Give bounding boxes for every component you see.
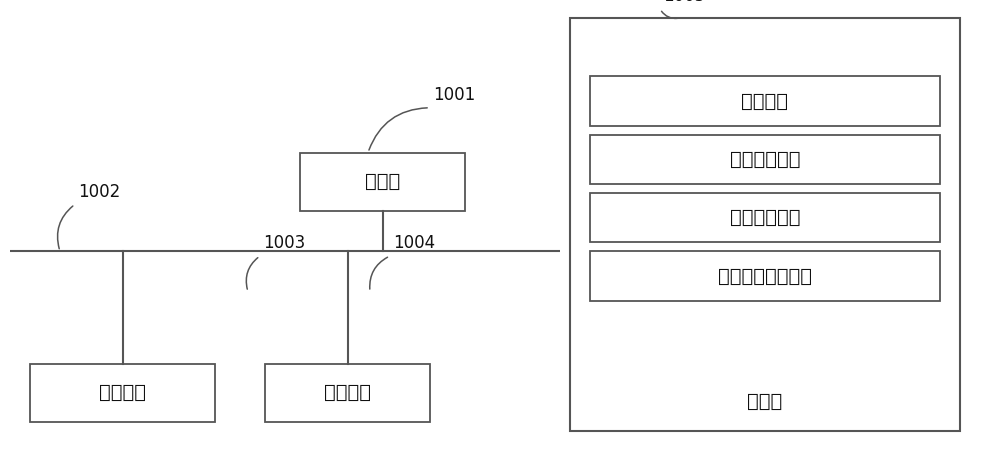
Bar bbox=[265, 364, 430, 422]
Bar bbox=[590, 193, 940, 242]
Bar bbox=[590, 76, 940, 126]
Text: 1002: 1002 bbox=[78, 183, 120, 201]
Bar bbox=[30, 364, 215, 422]
Text: 消费折扣处理程序: 消费折扣处理程序 bbox=[718, 267, 812, 286]
Text: 网络通信模块: 网络通信模块 bbox=[730, 150, 800, 169]
Text: 1005: 1005 bbox=[663, 0, 705, 5]
Text: 网络接口: 网络接口 bbox=[324, 383, 371, 402]
Bar bbox=[570, 18, 960, 431]
Text: 1004: 1004 bbox=[393, 234, 435, 252]
Bar bbox=[590, 135, 940, 184]
Text: 用户接口模块: 用户接口模块 bbox=[730, 208, 800, 227]
Bar bbox=[300, 153, 465, 211]
Text: 处理器: 处理器 bbox=[365, 172, 400, 191]
Bar bbox=[590, 251, 940, 301]
Text: 1003: 1003 bbox=[263, 234, 305, 252]
Text: 1001: 1001 bbox=[433, 86, 475, 104]
Text: 操作系统: 操作系统 bbox=[741, 92, 788, 110]
Text: 存储器: 存储器 bbox=[747, 392, 783, 411]
Text: 用户接口: 用户接口 bbox=[99, 383, 146, 402]
